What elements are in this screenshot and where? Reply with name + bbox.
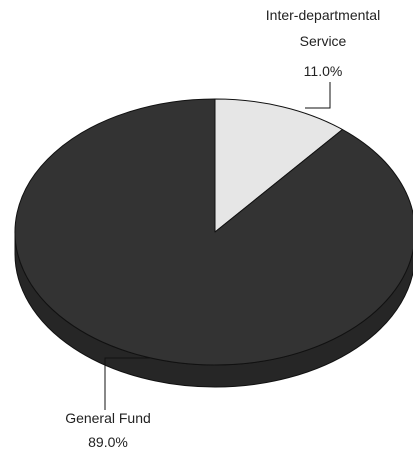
leader-line-inter-departmental-service bbox=[305, 82, 331, 109]
pie-top-layer bbox=[14, 98, 413, 366]
leader-lines bbox=[104, 82, 331, 410]
slice-inter-departmental-service bbox=[214, 98, 343, 233]
slice-value-inter-departmental-service: 11.0% bbox=[304, 63, 343, 79]
slice-label-general-fund-line-1: General Fund bbox=[65, 410, 151, 426]
leader-line-general-fund bbox=[104, 357, 150, 410]
slice-general-fund bbox=[14, 98, 413, 366]
slice-label-inter-departmental-service-line-2: Service bbox=[300, 33, 347, 49]
slice-labels: Inter-departmental Service 11.0% General Fu… bbox=[65, 7, 380, 450]
slice-value-general-fund: 89.0% bbox=[88, 434, 128, 450]
slice-label-inter-departmental-service-line-1: Inter-departmental bbox=[266, 7, 380, 23]
